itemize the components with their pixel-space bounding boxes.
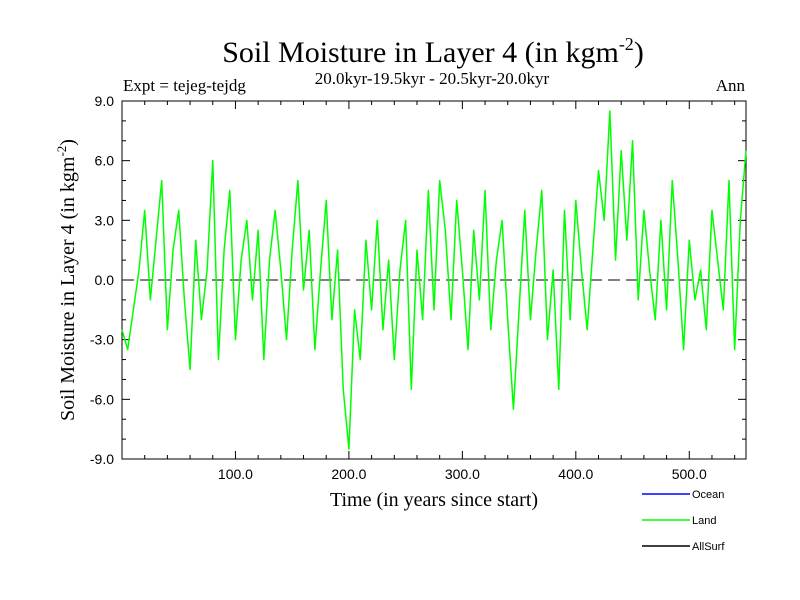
y-tick-label: 0.0 [95, 272, 115, 288]
legend: Ocean Land AllSurf [642, 489, 725, 553]
y-tick-label: -6.0 [90, 391, 114, 407]
y-tick-label: -9.0 [90, 451, 114, 467]
experiment-label: Expt = tejeg-tejdg [123, 76, 246, 95]
season-label: Ann [716, 76, 746, 95]
legend-label-allsurf: AllSurf [692, 541, 725, 553]
chart-title: Soil Moisture in Layer 4 (in kgm-2) [222, 34, 644, 69]
x-tick-label: 100.0 [218, 466, 253, 482]
legend-label-ocean: Ocean [692, 489, 724, 501]
x-tick-label: 200.0 [331, 466, 366, 482]
x-axis-label: Time (in years since start) [330, 489, 538, 511]
data-series [121, 110, 747, 450]
axis-ticks: 9.0 6.0 3.0 0.0 -3.0 -6.0 -9.0 100.0 200.0 300.0 4… [90, 93, 746, 482]
series-line-land [121, 110, 747, 450]
y-tick-label: 6.0 [95, 153, 115, 169]
legend-label-land: Land [692, 515, 716, 527]
x-tick-label: 500.0 [672, 466, 707, 482]
period-label: 20.0kyr-19.5kyr - 20.5kyr-20.0kyr [315, 69, 550, 88]
y-tick-label: 3.0 [95, 212, 115, 228]
y-tick-label: 9.0 [95, 93, 115, 109]
y-axis-label: Soil Moisture in Layer 4 (in kgm-2) [54, 139, 79, 421]
y-tick-label: -3.0 [90, 332, 114, 348]
x-tick-label: 400.0 [558, 466, 593, 482]
x-tick-label: 300.0 [445, 466, 480, 482]
